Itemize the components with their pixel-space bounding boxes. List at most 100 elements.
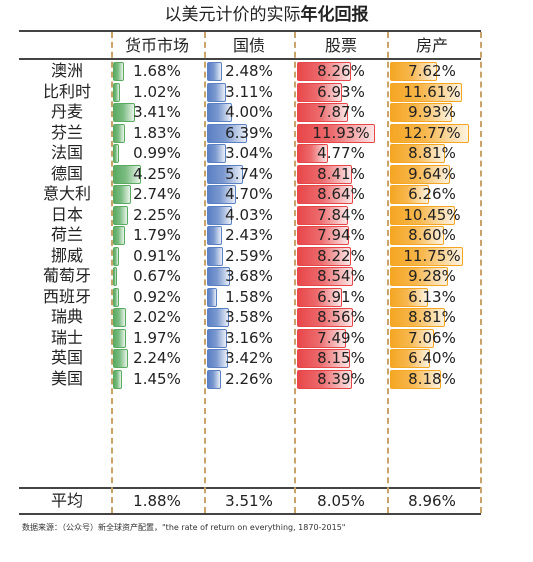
data-cell: 11.75% <box>390 246 474 266</box>
data-label: 0.67% <box>133 267 181 285</box>
data-cell: 8.54% <box>297 267 385 286</box>
country-label: 英国 <box>50 348 83 367</box>
data-label: 2.48% <box>225 62 273 80</box>
data-bar <box>390 226 444 245</box>
data-cell: 1.45% <box>113 369 201 389</box>
data-bar <box>113 267 118 286</box>
data-bar <box>297 82 343 102</box>
data-label: 11.93% <box>312 123 370 142</box>
data-cell: 9.64% <box>390 164 474 184</box>
table-rule <box>19 513 481 515</box>
country-label: 芬兰 <box>50 122 83 142</box>
data-bar <box>297 308 353 327</box>
data-cell: 9.28% <box>390 267 474 286</box>
data-label: 7.49% <box>317 328 365 347</box>
data-bar <box>113 349 128 368</box>
data-cell: 1.58% <box>207 287 291 307</box>
data-bar <box>207 369 222 389</box>
data-label: 2.26% <box>225 369 273 388</box>
data-bar <box>207 205 233 225</box>
data-label: 2.24% <box>133 349 181 367</box>
data-cell: 8.22% <box>297 246 385 266</box>
data-label: 8.18% <box>408 369 456 388</box>
data-cell: 8.81% <box>390 144 474 163</box>
data-label: 3.68% <box>225 267 273 285</box>
data-label: 9.93% <box>408 103 456 121</box>
data-bar <box>297 246 351 266</box>
data-cell: 2.02% <box>113 308 201 327</box>
data-cell: 7.84% <box>297 205 385 225</box>
data-label: 10.45% <box>403 205 461 224</box>
data-label: 3.16% <box>225 328 273 347</box>
data-cell: 0.99% <box>113 144 201 163</box>
average-value: 8.96% <box>408 492 456 510</box>
data-label: 1.83% <box>133 123 181 142</box>
data-cell: 8.15% <box>297 349 385 368</box>
data-label: 6.91% <box>317 287 365 306</box>
data-label: 9.28% <box>408 267 456 285</box>
data-label: 12.77% <box>403 123 461 142</box>
data-label: 11.61% <box>403 82 461 101</box>
data-label: 8.54% <box>317 267 365 285</box>
data-label: 8.22% <box>317 246 365 265</box>
data-bar <box>113 308 127 327</box>
average-value: 8.05% <box>317 492 365 510</box>
data-bar <box>207 164 243 184</box>
data-label: 4.00% <box>225 103 273 121</box>
data-label: 11.75% <box>403 246 461 265</box>
data-cell: 6.93% <box>297 82 385 102</box>
country-label: 比利时 <box>42 81 91 101</box>
chart-title: 以美元计价的实际年化回报 <box>0 4 533 26</box>
data-cell: 7.49% <box>297 328 385 348</box>
data-cell: 2.59% <box>207 246 291 266</box>
data-label: 7.94% <box>317 226 365 244</box>
column-header: 股票 <box>324 36 357 55</box>
country-label: 澳洲 <box>50 61 83 80</box>
column-separator <box>480 32 482 513</box>
column-separator <box>111 32 113 513</box>
country-label: 葡萄牙 <box>42 266 91 285</box>
data-cell: 11.93% <box>297 123 385 143</box>
data-cell: 1.68% <box>113 62 201 81</box>
data-label: 2.25% <box>133 205 181 224</box>
data-cell: 3.58% <box>207 308 291 327</box>
column-header: 房产 <box>415 36 448 55</box>
data-bar <box>113 82 120 102</box>
data-label: 4.25% <box>133 164 181 183</box>
country-label: 丹麦 <box>50 102 83 121</box>
data-cell: 3.11% <box>207 82 291 102</box>
data-label: 8.26% <box>317 62 365 80</box>
data-bar <box>390 308 445 327</box>
data-label: 8.39% <box>317 369 365 388</box>
data-bar <box>297 287 343 307</box>
data-cell: 3.41% <box>113 103 201 122</box>
data-bar <box>390 185 429 204</box>
data-cell: 1.02% <box>113 82 201 102</box>
data-cell: 7.87% <box>297 103 385 122</box>
data-cell: 1.79% <box>113 226 201 245</box>
data-cell: 8.26% <box>297 62 385 81</box>
source-note: 数据来源：（公众号）新全球资产配置，"the rate of return on… <box>22 523 346 532</box>
data-bar <box>390 103 452 122</box>
data-label: 2.74% <box>133 185 181 203</box>
data-cell: 4.00% <box>207 103 291 122</box>
data-cell: 4.77% <box>297 144 385 163</box>
data-cell: 2.43% <box>207 226 291 245</box>
data-bar <box>297 185 354 204</box>
data-bar <box>207 82 227 102</box>
data-label: 6.40% <box>408 349 456 367</box>
data-cell: 8.56% <box>297 308 385 327</box>
data-cell: 2.48% <box>207 62 291 81</box>
country-label: 日本 <box>50 204 83 224</box>
data-label: 3.04% <box>225 144 273 162</box>
data-bar <box>113 103 136 122</box>
data-bar <box>297 328 346 348</box>
data-bar <box>390 246 464 266</box>
data-cell: 7.06% <box>390 328 474 348</box>
data-label: 0.92% <box>133 287 181 306</box>
average-value: 3.51% <box>225 492 273 510</box>
data-label: 7.87% <box>317 103 365 121</box>
data-label: 8.56% <box>317 308 365 326</box>
data-cell: 9.93% <box>390 103 474 122</box>
